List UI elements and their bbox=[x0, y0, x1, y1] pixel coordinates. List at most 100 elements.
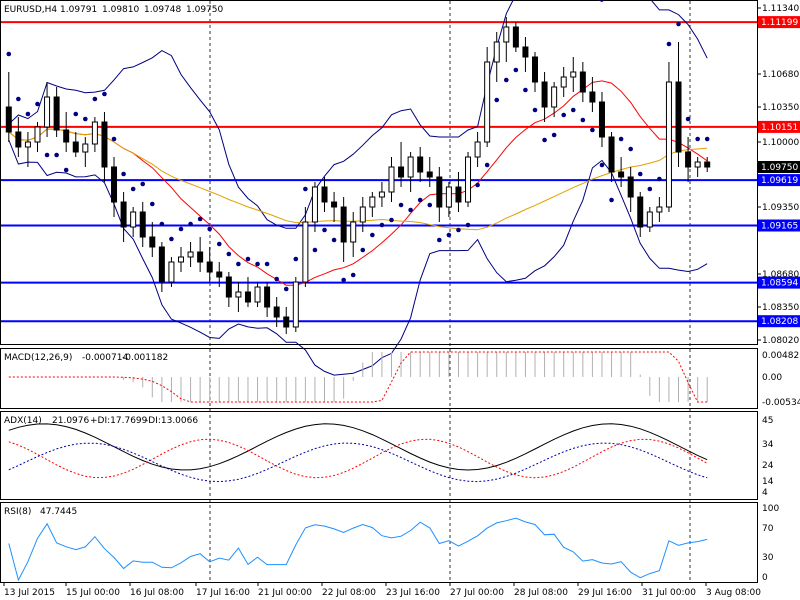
candle-body bbox=[436, 176, 443, 208]
candle-body bbox=[474, 141, 481, 158]
ohlc-low: 1.09748 bbox=[144, 5, 181, 15]
sar-dot bbox=[264, 261, 270, 267]
price-tick-label: 1.08680 bbox=[762, 270, 799, 280]
sar-dot bbox=[283, 286, 289, 292]
candle-body bbox=[24, 141, 31, 148]
price-tick-label: 1.08350 bbox=[762, 303, 799, 313]
macd-pane bbox=[0, 348, 758, 409]
sar-dot bbox=[35, 101, 40, 107]
macd-tick-zero: 0.00 bbox=[762, 373, 782, 383]
candle-body bbox=[512, 26, 519, 48]
candle-body bbox=[63, 129, 70, 143]
candle-body bbox=[493, 41, 500, 63]
price-axis: 1.11340 1.10680 1.10350 1.10000 1.09350 1.086… bbox=[757, 4, 800, 346]
candle-body bbox=[675, 81, 682, 153]
level-tag bbox=[758, 315, 800, 328]
session-separators bbox=[209, 1, 691, 582]
candle-body bbox=[168, 261, 175, 283]
level-tag bbox=[758, 174, 800, 187]
sar-dot bbox=[494, 97, 500, 103]
sar-dot bbox=[73, 111, 79, 117]
candle-body bbox=[311, 186, 318, 223]
candle-body bbox=[350, 221, 357, 243]
macd-tick-bottom: -0.005347 bbox=[762, 398, 800, 408]
candle-body bbox=[120, 201, 127, 228]
rsi-tick-30: 30 bbox=[762, 553, 774, 563]
sar-dot bbox=[102, 91, 107, 97]
candle-body bbox=[704, 161, 711, 168]
sar-dot bbox=[551, 132, 557, 138]
adx-value-1: 21.0976 bbox=[52, 416, 89, 426]
sar-dot bbox=[130, 186, 136, 192]
candle-body bbox=[292, 281, 299, 328]
sar-dot bbox=[303, 186, 308, 192]
sar-dot bbox=[437, 237, 442, 243]
sar-dot bbox=[216, 241, 222, 247]
candle-body bbox=[15, 131, 22, 148]
sar-dot bbox=[236, 261, 241, 267]
symbol-label: EURUSD,H4 bbox=[4, 5, 57, 15]
level-label: 1.09619 bbox=[761, 176, 798, 186]
sar-dot bbox=[25, 111, 31, 117]
candle-body bbox=[158, 246, 165, 283]
sar-dot bbox=[63, 167, 69, 173]
rsi-pane bbox=[0, 502, 758, 583]
sar-dot bbox=[513, 67, 519, 73]
candle-body bbox=[321, 186, 328, 203]
rsi-line bbox=[8, 517, 708, 582]
candle-body bbox=[426, 171, 433, 178]
candle-body bbox=[244, 291, 251, 303]
candle-body bbox=[685, 151, 692, 168]
time-tick-label: 27 Jul 00:00 bbox=[450, 588, 504, 598]
price-pane bbox=[0, 0, 758, 345]
candle-body bbox=[331, 201, 338, 208]
sar-dot bbox=[398, 202, 404, 208]
candle-body bbox=[522, 46, 529, 58]
candle-body bbox=[541, 81, 548, 108]
candle-body bbox=[589, 91, 596, 103]
macd-series bbox=[8, 351, 708, 403]
sar-dot bbox=[618, 136, 624, 142]
rsi-tick-70: 70 bbox=[762, 524, 774, 534]
level-tag bbox=[758, 16, 800, 29]
sar-dot bbox=[121, 171, 126, 177]
level-label: 1.08208 bbox=[761, 317, 798, 327]
candle-body bbox=[340, 206, 347, 243]
rsi-series bbox=[8, 517, 708, 582]
candle-body bbox=[254, 286, 261, 303]
sar-dot bbox=[169, 236, 174, 242]
time-tick-label: 3 Aug 08:00 bbox=[706, 588, 761, 598]
macd-tick-top: 0.004827 bbox=[762, 351, 800, 361]
adx-tick-4: 4 bbox=[762, 488, 768, 498]
time-tick-label: 16 Jul 08:00 bbox=[130, 588, 184, 598]
candle-body bbox=[225, 276, 232, 298]
time-tick-label: 13 Jul 2015 bbox=[4, 588, 55, 598]
candle-body bbox=[34, 126, 41, 143]
sar-dot bbox=[446, 232, 452, 238]
candle-body bbox=[302, 221, 309, 283]
candle-body bbox=[91, 121, 98, 145]
sar-dot bbox=[465, 222, 471, 228]
candle-body bbox=[608, 136, 615, 173]
macd-name: MACD(12,26,9) bbox=[4, 353, 72, 363]
macd-value-2: -0.001182 bbox=[122, 353, 168, 363]
candle-body bbox=[178, 256, 184, 263]
candle-body bbox=[264, 286, 271, 308]
adx-series bbox=[8, 423, 708, 483]
sar-dot bbox=[16, 96, 21, 102]
sar-dot bbox=[159, 221, 165, 227]
sar-dot bbox=[484, 162, 490, 168]
sar-dot bbox=[312, 247, 318, 253]
candle-body bbox=[197, 251, 204, 263]
candle-body bbox=[445, 186, 452, 208]
sar-dot bbox=[609, 197, 614, 203]
sar-dot bbox=[590, 127, 595, 133]
sar-dot bbox=[197, 216, 203, 222]
adx-value-2: +DI:17.7699 bbox=[90, 416, 148, 426]
macd-value-1: -0.000714 bbox=[82, 353, 128, 363]
level-tag bbox=[758, 120, 800, 133]
sar-dot bbox=[83, 116, 88, 122]
sar-dot bbox=[6, 51, 12, 57]
sar-dot bbox=[111, 136, 117, 142]
